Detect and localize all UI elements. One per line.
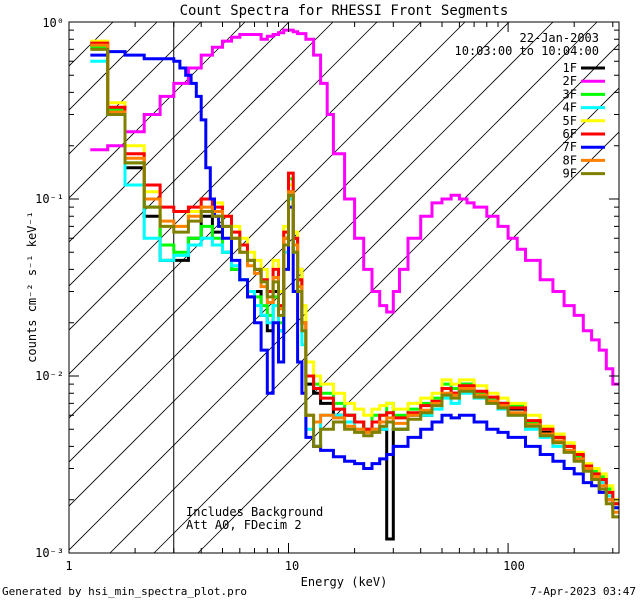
axis-ticks bbox=[68, 21, 619, 554]
legend-label-4F: 4F bbox=[563, 101, 577, 115]
y-tick-label-1e-3: 10⁻³ bbox=[35, 546, 64, 560]
hatch-lines bbox=[69, 22, 619, 553]
y-tick-label-1e-2: 10⁻² bbox=[35, 369, 64, 383]
attenuator-note: Att A0, FDecim 2 bbox=[186, 518, 302, 532]
legend-label-7F: 7F bbox=[563, 140, 577, 154]
excluded-energy-hatch bbox=[69, 22, 619, 553]
tick-marks bbox=[68, 21, 619, 554]
legend-label-9F: 9F bbox=[563, 167, 577, 181]
legend-label-3F: 3F bbox=[563, 87, 577, 101]
plot-frame bbox=[68, 21, 620, 554]
x-tick-label-100: 100 bbox=[503, 559, 525, 573]
footer-timestamp: 7-Apr-2023 03:47 bbox=[530, 585, 636, 598]
y-tick-label-1e-1: 10⁻¹ bbox=[35, 192, 64, 206]
series-line-2F bbox=[90, 28, 619, 386]
y-tick-label-1e0: 10⁰ bbox=[42, 16, 64, 30]
y-axis-label: counts cm⁻² s⁻¹ keV⁻¹ bbox=[25, 211, 39, 363]
x-tick-label-1: 1 bbox=[65, 559, 72, 573]
legend-label-6F: 6F bbox=[563, 127, 577, 141]
series-line-4F bbox=[90, 59, 619, 510]
legend-label-8F: 8F bbox=[563, 153, 577, 167]
legend-label-5F: 5F bbox=[563, 114, 577, 128]
series-line-9F bbox=[90, 47, 619, 519]
chart-title: Count Spectra for RHESSI Front Segments bbox=[180, 3, 509, 19]
x-axis-label: Energy (keV) bbox=[301, 575, 388, 589]
x-tick-label-10: 10 bbox=[285, 559, 299, 573]
spectra-series-group bbox=[90, 28, 619, 541]
date-annotation: 22-Jan-2003 bbox=[520, 31, 599, 45]
background-note: Includes Background bbox=[186, 505, 323, 519]
footer-generated-by: Generated by hsi_min_spectra_plot.pro bbox=[2, 585, 247, 598]
time-range-annotation: 10:03:00 to 10:04:00 bbox=[455, 44, 600, 58]
legend-label-1F: 1F bbox=[563, 61, 577, 75]
legend-label-2F: 2F bbox=[563, 74, 577, 88]
